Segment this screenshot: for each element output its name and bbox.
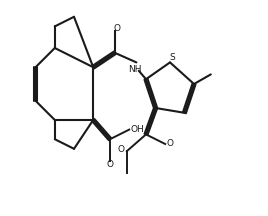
Text: O: O: [106, 160, 114, 169]
Text: S: S: [170, 53, 175, 62]
Text: NH: NH: [128, 65, 142, 74]
Text: OH: OH: [131, 125, 144, 134]
Text: O: O: [166, 140, 173, 149]
Text: O: O: [114, 24, 121, 33]
Text: O: O: [117, 146, 124, 154]
